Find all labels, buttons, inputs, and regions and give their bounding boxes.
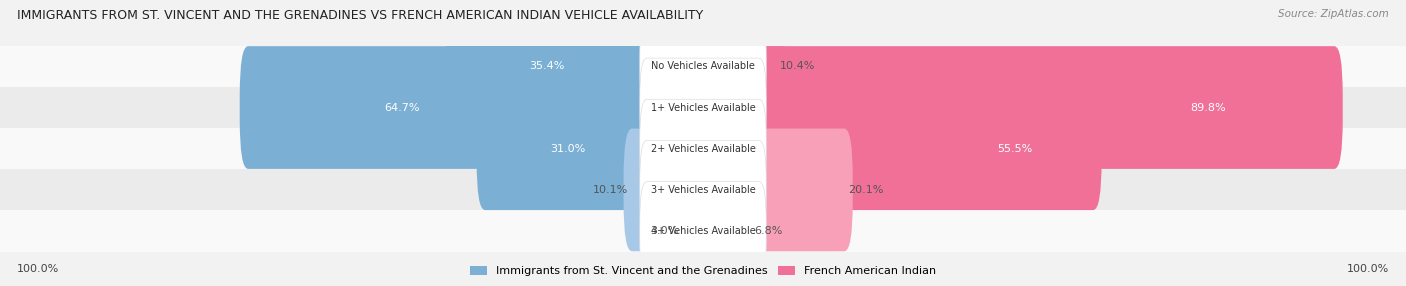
FancyBboxPatch shape	[446, 5, 711, 128]
FancyBboxPatch shape	[640, 17, 766, 116]
FancyBboxPatch shape	[640, 140, 766, 239]
Bar	[0, 128, 1406, 169]
Text: 1+ Vehicles Available: 1+ Vehicles Available	[651, 103, 755, 112]
Text: 10.1%: 10.1%	[593, 185, 628, 195]
Text: 35.4%: 35.4%	[529, 61, 564, 71]
Text: 4+ Vehicles Available: 4+ Vehicles Available	[651, 226, 755, 236]
FancyBboxPatch shape	[695, 5, 785, 128]
Text: 20.1%: 20.1%	[848, 185, 883, 195]
Text: 100.0%: 100.0%	[1347, 264, 1389, 274]
Text: 3+ Vehicles Available: 3+ Vehicles Available	[651, 185, 755, 195]
Bar	[0, 169, 1406, 210]
Text: 64.7%: 64.7%	[385, 103, 420, 112]
Text: 31.0%: 31.0%	[550, 144, 586, 154]
Text: 2+ Vehicles Available: 2+ Vehicles Available	[651, 144, 755, 154]
Text: Source: ZipAtlas.com: Source: ZipAtlas.com	[1278, 9, 1389, 19]
FancyBboxPatch shape	[695, 87, 1102, 210]
FancyBboxPatch shape	[695, 128, 852, 251]
Text: 10.4%: 10.4%	[780, 61, 815, 71]
Bar	[0, 87, 1406, 128]
Text: 3.0%: 3.0%	[650, 226, 678, 236]
Bar	[0, 46, 1406, 87]
Text: No Vehicles Available: No Vehicles Available	[651, 61, 755, 71]
Bar	[0, 210, 1406, 252]
FancyBboxPatch shape	[640, 99, 766, 198]
FancyBboxPatch shape	[673, 170, 711, 286]
FancyBboxPatch shape	[640, 182, 766, 281]
FancyBboxPatch shape	[624, 128, 711, 251]
FancyBboxPatch shape	[695, 170, 759, 286]
Legend: Immigrants from St. Vincent and the Grenadines, French American Indian: Immigrants from St. Vincent and the Gren…	[465, 261, 941, 281]
Text: 100.0%: 100.0%	[17, 264, 59, 274]
FancyBboxPatch shape	[477, 87, 711, 210]
Text: IMMIGRANTS FROM ST. VINCENT AND THE GRENADINES VS FRENCH AMERICAN INDIAN VEHICLE: IMMIGRANTS FROM ST. VINCENT AND THE GREN…	[17, 9, 703, 21]
FancyBboxPatch shape	[695, 46, 1343, 169]
FancyBboxPatch shape	[640, 58, 766, 157]
FancyBboxPatch shape	[239, 46, 711, 169]
Text: 6.8%: 6.8%	[754, 226, 783, 236]
Text: 89.8%: 89.8%	[1191, 103, 1226, 112]
Text: 55.5%: 55.5%	[997, 144, 1033, 154]
